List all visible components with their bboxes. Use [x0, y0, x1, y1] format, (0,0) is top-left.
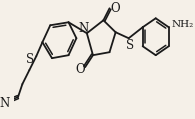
Text: S: S: [26, 53, 34, 66]
Text: N: N: [0, 97, 9, 110]
Text: O: O: [75, 63, 85, 76]
Text: O: O: [111, 2, 121, 15]
Text: N: N: [78, 22, 89, 35]
Text: NH₂: NH₂: [171, 20, 194, 29]
Text: S: S: [126, 39, 134, 52]
